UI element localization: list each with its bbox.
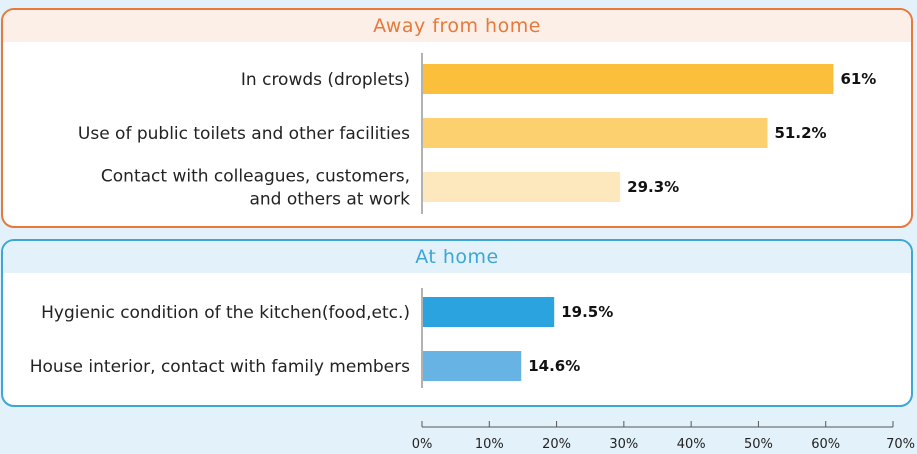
x-tick-label-4: 40% bbox=[677, 437, 706, 452]
value-label-1: 51.2% bbox=[775, 124, 827, 142]
x-tick-label-3: 30% bbox=[609, 437, 638, 452]
value-label-4: 14.6% bbox=[528, 357, 580, 375]
bar-0 bbox=[423, 64, 834, 94]
category-label-1-0: Use of public toilets and other faciliti… bbox=[78, 124, 410, 144]
bar-4 bbox=[423, 351, 522, 381]
value-label-0: 61% bbox=[840, 70, 876, 88]
category-label-2-1: and others at work bbox=[249, 190, 410, 210]
panel-title-home: At home bbox=[3, 241, 911, 273]
panel-at-home: At home bbox=[1, 239, 913, 407]
value-label-3: 19.5% bbox=[561, 303, 613, 321]
x-tick-label-2: 20% bbox=[542, 437, 571, 452]
bar-2 bbox=[423, 172, 621, 202]
category-label-2-0: Contact with colleagues, customers, bbox=[101, 167, 410, 187]
x-tick-label-0: 0% bbox=[412, 437, 433, 452]
value-label-2: 29.3% bbox=[627, 178, 679, 196]
x-tick-label-5: 50% bbox=[744, 437, 773, 452]
bar-1 bbox=[423, 118, 768, 148]
x-tick-label-1: 10% bbox=[475, 437, 504, 452]
category-label-0-0: In crowds (droplets) bbox=[241, 70, 410, 90]
category-label-4-0: House interior, contact with family memb… bbox=[30, 357, 410, 377]
category-label-3-0: Hygienic condition of the kitchen(food,e… bbox=[41, 303, 410, 323]
x-tick-label-7: 70% bbox=[886, 437, 915, 452]
bar-3 bbox=[423, 297, 555, 327]
panel-title-away: Away from home bbox=[3, 10, 911, 42]
x-tick-label-6: 60% bbox=[811, 437, 840, 452]
